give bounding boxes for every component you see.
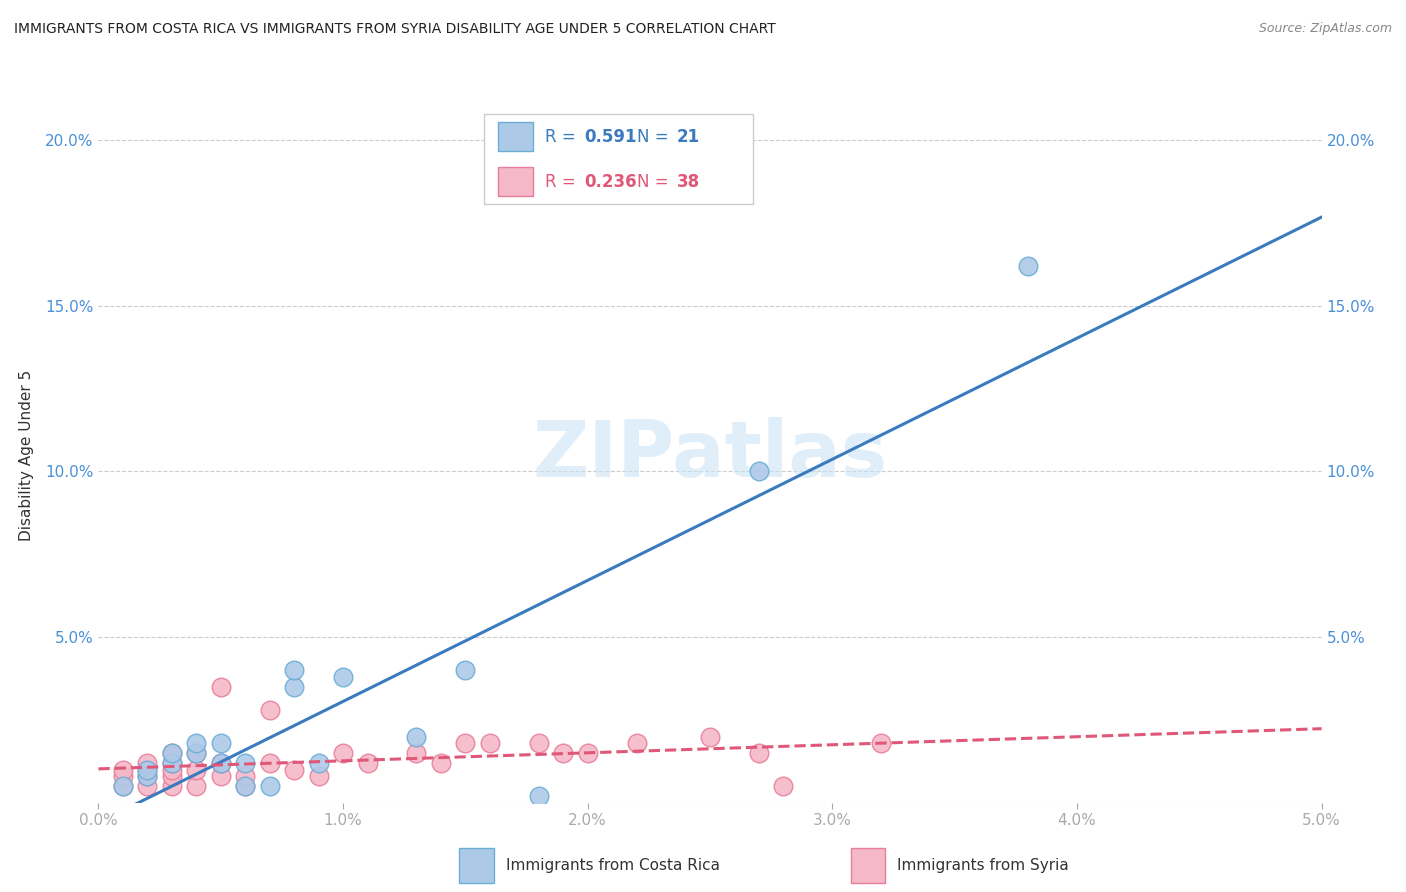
FancyBboxPatch shape: [498, 167, 533, 196]
Point: [626, 736, 648, 750]
Y-axis label: Disability Age Under 5: Disability Age Under 5: [20, 369, 34, 541]
Point: [111, 763, 134, 777]
Point: [699, 730, 721, 744]
Point: [186, 736, 208, 750]
Point: [772, 779, 794, 793]
FancyBboxPatch shape: [484, 114, 752, 204]
Point: [405, 746, 427, 760]
Point: [233, 769, 256, 783]
Text: 21: 21: [678, 128, 700, 145]
Text: ZIPatlas: ZIPatlas: [533, 417, 887, 493]
Point: [111, 769, 134, 783]
Point: [1017, 259, 1039, 273]
FancyBboxPatch shape: [460, 848, 494, 883]
Point: [332, 746, 354, 760]
Point: [478, 736, 501, 750]
Point: [209, 736, 232, 750]
Point: [233, 756, 256, 770]
Point: [356, 756, 378, 770]
Point: [553, 746, 575, 760]
Text: 0.236: 0.236: [583, 173, 637, 191]
Point: [160, 746, 183, 760]
Point: [209, 680, 232, 694]
Point: [870, 736, 893, 750]
Point: [186, 746, 208, 760]
Point: [233, 779, 256, 793]
Point: [136, 763, 159, 777]
Text: IMMIGRANTS FROM COSTA RICA VS IMMIGRANTS FROM SYRIA DISABILITY AGE UNDER 5 CORRE: IMMIGRANTS FROM COSTA RICA VS IMMIGRANTS…: [14, 22, 776, 37]
Point: [430, 756, 453, 770]
Point: [209, 756, 232, 770]
Point: [259, 756, 281, 770]
Point: [233, 779, 256, 793]
Point: [111, 779, 134, 793]
FancyBboxPatch shape: [851, 848, 884, 883]
Text: 38: 38: [678, 173, 700, 191]
Point: [527, 736, 550, 750]
Point: [160, 763, 183, 777]
Point: [405, 730, 427, 744]
Point: [136, 756, 159, 770]
Point: [259, 703, 281, 717]
Text: 0.591: 0.591: [583, 128, 637, 145]
Text: N =: N =: [637, 128, 673, 145]
Text: N =: N =: [637, 173, 673, 191]
Point: [283, 763, 305, 777]
Point: [308, 769, 330, 783]
Point: [136, 769, 159, 783]
Point: [160, 746, 183, 760]
Point: [209, 756, 232, 770]
Point: [136, 769, 159, 783]
Point: [308, 756, 330, 770]
Point: [160, 769, 183, 783]
Point: [209, 769, 232, 783]
Point: [259, 779, 281, 793]
Point: [111, 779, 134, 793]
Text: R =: R =: [546, 173, 581, 191]
Point: [186, 746, 208, 760]
Point: [576, 746, 599, 760]
Point: [748, 465, 770, 479]
Point: [527, 789, 550, 804]
Point: [160, 756, 183, 770]
Text: Source: ZipAtlas.com: Source: ZipAtlas.com: [1258, 22, 1392, 36]
Point: [160, 779, 183, 793]
Text: Immigrants from Costa Rica: Immigrants from Costa Rica: [506, 858, 720, 873]
Point: [186, 763, 208, 777]
Point: [283, 680, 305, 694]
Point: [454, 736, 477, 750]
Point: [186, 779, 208, 793]
Point: [332, 670, 354, 684]
Point: [136, 779, 159, 793]
Point: [136, 763, 159, 777]
Text: R =: R =: [546, 128, 581, 145]
Point: [454, 663, 477, 677]
Point: [283, 663, 305, 677]
Point: [748, 746, 770, 760]
FancyBboxPatch shape: [498, 122, 533, 152]
Point: [160, 756, 183, 770]
Text: Immigrants from Syria: Immigrants from Syria: [897, 858, 1069, 873]
